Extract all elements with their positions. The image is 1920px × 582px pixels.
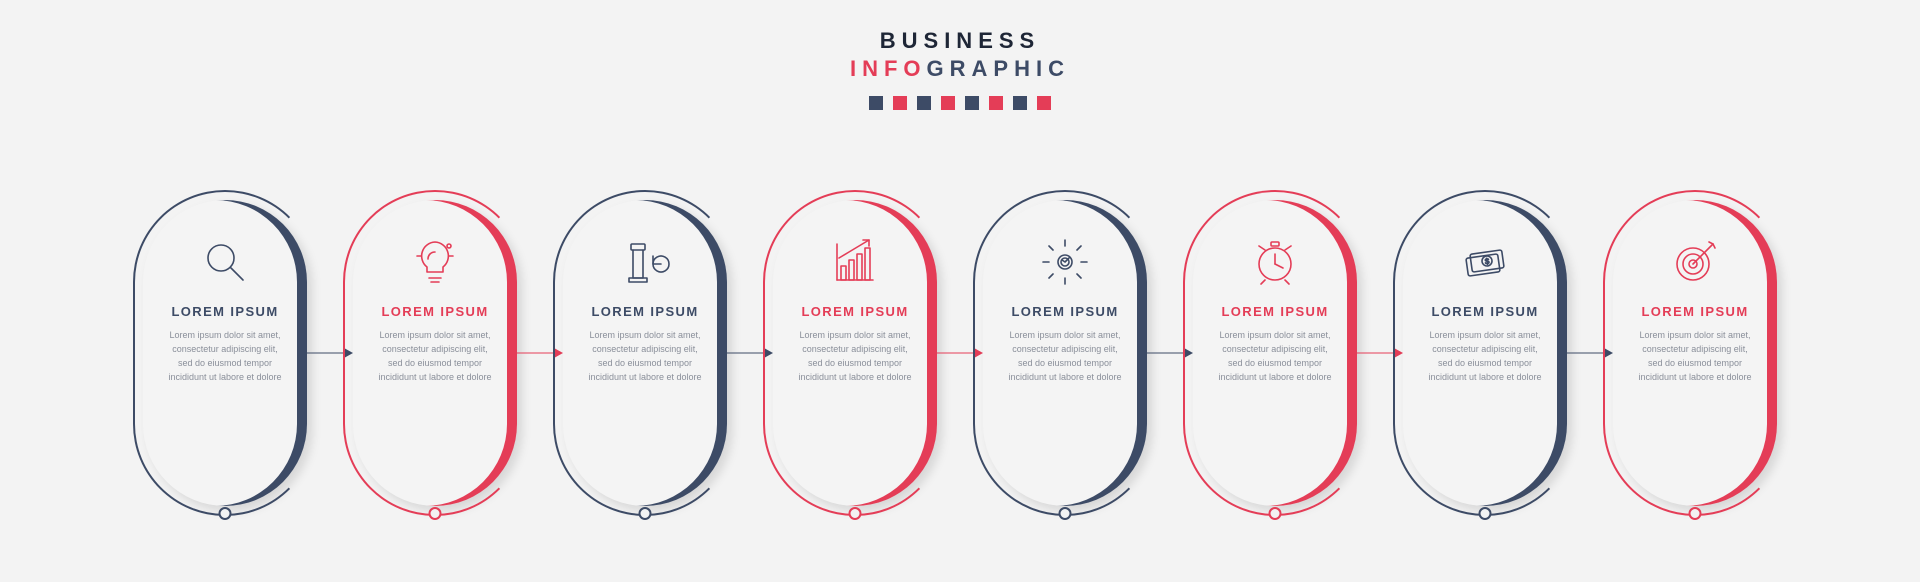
step-cell: LOREM IPSUM Lorem ipsum dolor sit amet, … [353, 200, 517, 506]
step-cell: LOREM IPSUM Lorem ipsum dolor sit amet, … [1193, 200, 1357, 506]
step-pill: LOREM IPSUM Lorem ipsum dolor sit amet, … [563, 200, 727, 506]
money-icon [1455, 232, 1515, 292]
step-cell: LOREM IPSUM Lorem ipsum dolor sit amet, … [1403, 200, 1567, 506]
growth-chart-icon [825, 232, 885, 292]
connector-arrow [1567, 343, 1613, 363]
header: BUSINESS INFOGRAPHIC [0, 0, 1920, 110]
step-title: LOREM IPSUM [801, 304, 908, 319]
steps-row: LOREM IPSUM Lorem ipsum dolor sit amet, … [0, 200, 1920, 506]
step-title: LOREM IPSUM [1431, 304, 1538, 319]
decor-square [1013, 96, 1027, 110]
step-body: Lorem ipsum dolor sit amet, consectetur … [1635, 329, 1755, 385]
decor-square [893, 96, 907, 110]
step-title: LOREM IPSUM [171, 304, 278, 319]
connector-arrow [517, 343, 563, 363]
step-card: LOREM IPSUM Lorem ipsum dolor sit amet, … [353, 200, 517, 506]
target-icon [1665, 232, 1725, 292]
step-cell: LOREM IPSUM Lorem ipsum dolor sit amet, … [773, 200, 937, 506]
step-title: LOREM IPSUM [1011, 304, 1118, 319]
step-card: LOREM IPSUM Lorem ipsum dolor sit amet, … [773, 200, 937, 506]
decor-square [941, 96, 955, 110]
step-body: Lorem ipsum dolor sit amet, consectetur … [1005, 329, 1125, 385]
step-body: Lorem ipsum dolor sit amet, consectetur … [795, 329, 915, 385]
step-pill: LOREM IPSUM Lorem ipsum dolor sit amet, … [1193, 200, 1357, 506]
step-card: LOREM IPSUM Lorem ipsum dolor sit amet, … [143, 200, 307, 506]
connector-arrow [937, 343, 983, 363]
step-cell: LOREM IPSUM Lorem ipsum dolor sit amet, … [143, 200, 307, 506]
gear-icon [1035, 232, 1095, 292]
connector-arrow [1357, 343, 1403, 363]
step-title: LOREM IPSUM [381, 304, 488, 319]
step-cell: LOREM IPSUM Lorem ipsum dolor sit amet, … [1613, 200, 1777, 506]
header-title-line1: BUSINESS [0, 28, 1920, 54]
decor-square [989, 96, 1003, 110]
step-pill: LOREM IPSUM Lorem ipsum dolor sit amet, … [983, 200, 1147, 506]
header-title-line2: INFOGRAPHIC [0, 56, 1920, 82]
step-pill: LOREM IPSUM Lorem ipsum dolor sit amet, … [1613, 200, 1777, 506]
step-body: Lorem ipsum dolor sit amet, consectetur … [1425, 329, 1545, 385]
decor-square [869, 96, 883, 110]
step-body: Lorem ipsum dolor sit amet, consectetur … [585, 329, 705, 385]
step-title: LOREM IPSUM [1641, 304, 1748, 319]
step-body: Lorem ipsum dolor sit amet, consectetur … [375, 329, 495, 385]
step-pill: LOREM IPSUM Lorem ipsum dolor sit amet, … [143, 200, 307, 506]
step-cell: LOREM IPSUM Lorem ipsum dolor sit amet, … [983, 200, 1147, 506]
step-pill: LOREM IPSUM Lorem ipsum dolor sit amet, … [773, 200, 937, 506]
alarm-clock-icon [1245, 232, 1305, 292]
decor-square [1037, 96, 1051, 110]
step-body: Lorem ipsum dolor sit amet, consectetur … [1215, 329, 1335, 385]
header-title-line2-rest: GRAPHIC [927, 56, 1070, 81]
step-card: LOREM IPSUM Lorem ipsum dolor sit amet, … [563, 200, 727, 506]
lightbulb-icon [405, 232, 465, 292]
step-title: LOREM IPSUM [591, 304, 698, 319]
step-card: LOREM IPSUM Lorem ipsum dolor sit amet, … [1193, 200, 1357, 506]
decor-square [965, 96, 979, 110]
step-title: LOREM IPSUM [1221, 304, 1328, 319]
header-title-line2-accent: INFO [850, 56, 927, 81]
step-card: LOREM IPSUM Lorem ipsum dolor sit amet, … [1613, 200, 1777, 506]
step-card: LOREM IPSUM Lorem ipsum dolor sit amet, … [1403, 200, 1567, 506]
header-squares [0, 96, 1920, 110]
step-cell: LOREM IPSUM Lorem ipsum dolor sit amet, … [563, 200, 727, 506]
decor-square [917, 96, 931, 110]
magnifier-icon [195, 232, 255, 292]
connector-arrow [307, 343, 353, 363]
step-pill: LOREM IPSUM Lorem ipsum dolor sit amet, … [353, 200, 517, 506]
strategy-icon [615, 232, 675, 292]
connector-arrow [727, 343, 773, 363]
step-body: Lorem ipsum dolor sit amet, consectetur … [165, 329, 285, 385]
connector-arrow [1147, 343, 1193, 363]
step-card: LOREM IPSUM Lorem ipsum dolor sit amet, … [983, 200, 1147, 506]
step-pill: LOREM IPSUM Lorem ipsum dolor sit amet, … [1403, 200, 1567, 506]
